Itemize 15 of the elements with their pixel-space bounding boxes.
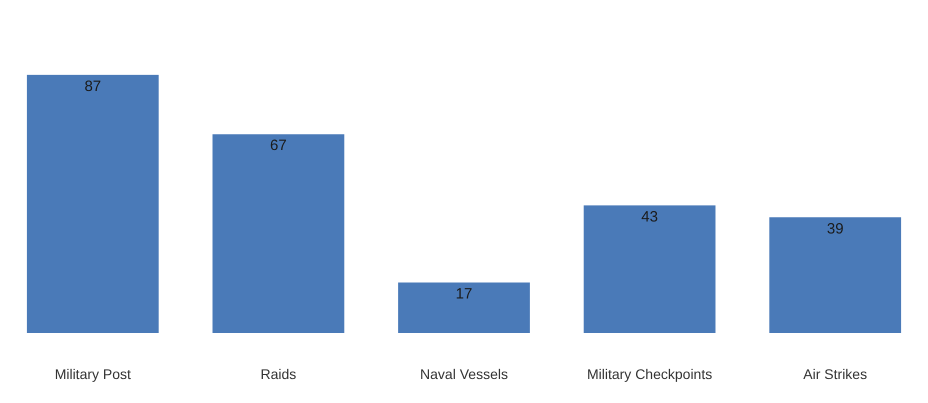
data-label: 39 [826,220,844,238]
bar [26,74,159,333]
data-label: 43 [641,208,658,226]
x-tick-label: Air Strikes [803,366,868,382]
x-tick-label: Raids [260,366,296,382]
data-label: 87 [84,78,102,95]
bar [584,205,716,333]
bar [769,217,902,333]
x-tick-label: Military Checkpoints [586,366,712,382]
bar [398,282,530,333]
data-label: 67 [270,137,287,154]
data-label: 17 [456,286,472,303]
x-tick-label: Naval Vessels [420,366,508,382]
x-tick-label: Military Post [54,366,132,382]
bar [212,134,344,333]
